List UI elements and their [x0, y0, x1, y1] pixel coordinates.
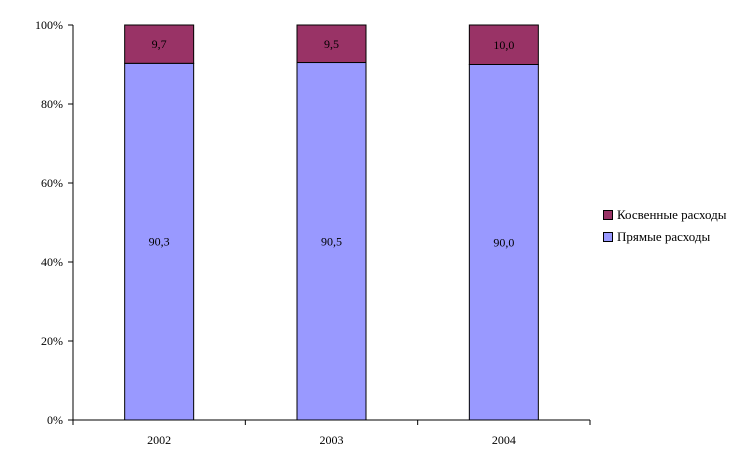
- data-label: 90,5: [321, 234, 342, 248]
- legend-label-indirect-costs: Косвенные расходы: [617, 207, 727, 222]
- legend: Косвенные расходы Прямые расходы: [603, 204, 726, 248]
- data-label: 90,0: [493, 235, 514, 249]
- legend-swatch-indirect-costs: [603, 210, 613, 220]
- y-tick-label: 40%: [41, 255, 63, 269]
- bar-segment: [468, 24, 539, 65]
- y-tick-label: 20%: [41, 334, 63, 348]
- data-label: 9,7: [152, 37, 167, 51]
- y-tick-label: 0%: [47, 413, 63, 427]
- x-tick-label: 2002: [147, 433, 171, 447]
- x-tick-label: 2004: [492, 433, 516, 447]
- bar-segment: [124, 24, 195, 64]
- y-tick-label: 100%: [35, 18, 63, 32]
- bar-segment: [296, 24, 367, 64]
- data-label: 90,3: [149, 235, 170, 249]
- bar-segment: [468, 64, 539, 421]
- legend-swatch-direct-costs: [603, 232, 613, 242]
- bar-segment: [296, 62, 367, 421]
- data-label: 9,5: [324, 37, 339, 51]
- bar-segment: [124, 62, 195, 421]
- data-labels: 90,3 9,7 90,5 9,5 90,0 10,0: [149, 37, 515, 249]
- data-label: 10,0: [493, 38, 514, 52]
- bars: [124, 24, 539, 421]
- legend-item-indirect-costs: Косвенные расходы: [603, 204, 726, 226]
- legend-label-direct-costs: Прямые расходы: [617, 229, 711, 244]
- x-tick-label: 2003: [320, 433, 344, 447]
- y-tick-label: 60%: [41, 176, 63, 190]
- y-tick-label: 80%: [41, 97, 63, 111]
- legend-item-direct-costs: Прямые расходы: [603, 226, 726, 248]
